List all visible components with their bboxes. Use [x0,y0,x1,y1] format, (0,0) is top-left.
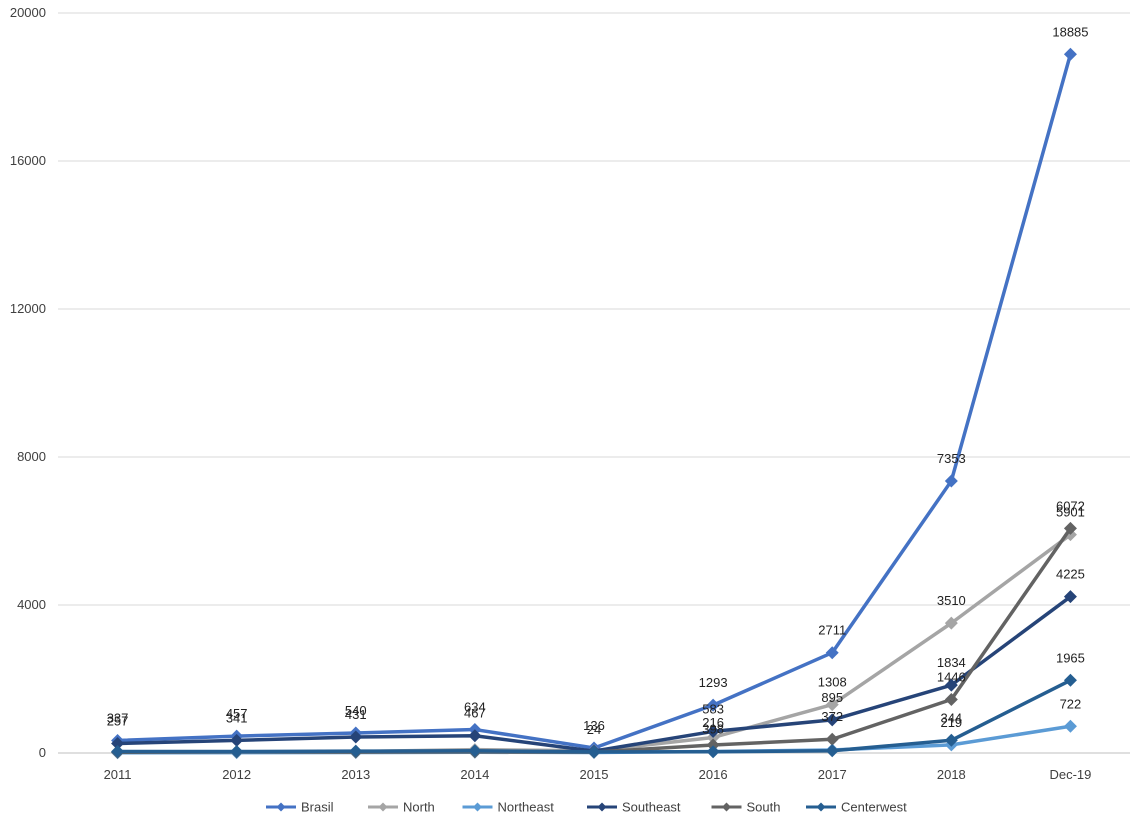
y-tick-label: 20000 [10,5,46,20]
data-label: 7353 [937,451,966,466]
y-tick-label: 12000 [10,301,46,316]
x-tick-label: 2015 [580,767,609,782]
data-label: 467 [464,706,486,721]
data-point-marker [706,745,720,759]
series-line-brasil [117,53,1073,750]
data-label: 634 [464,700,486,715]
y-tick-label: 4000 [17,597,46,612]
data-point-marker [1063,590,1077,604]
data-label: 540 [345,703,367,718]
data-point-marker [1063,673,1077,687]
data-point-marker [944,733,958,747]
data-point-marker [1063,521,1077,535]
data-point-marker [706,698,720,712]
data-label: 136 [583,718,605,733]
data-point-marker [349,730,363,744]
x-axis: 2011 2012 2013 2014 2015 2016 2017 2018 Dec-19 [104,767,1092,782]
data-point-marker [111,745,125,759]
data-label: 1834 [937,655,966,670]
data-point-marker [587,745,601,759]
data-point-marker [825,713,839,727]
x-tick-label: 2016 [699,767,728,782]
data-point-marker [706,738,720,752]
y-tick-label: 0 [39,745,46,760]
legend-label: Brasil [301,800,334,815]
data-label: 24 [587,722,601,737]
x-tick-label: 2017 [818,767,847,782]
legend-marker [597,802,607,812]
data-label: 431 [345,707,367,722]
data-label: 337 [107,711,129,726]
data-point-marker [468,729,482,743]
legend-marker [816,802,826,812]
x-tick-label: 2011 [104,767,132,782]
legend-label: Centerwest [841,800,907,815]
legend-marker [378,802,388,812]
x-tick-label: Dec-19 [1049,767,1091,782]
gridlines [58,12,1130,754]
data-label: 219 [940,715,962,730]
x-tick-label: 2014 [460,767,489,782]
data-point-marker [1063,47,1077,61]
y-tick-label: 16000 [10,153,46,168]
data-labels: 337 457 540 634 136 1293 2711 7353 18885 1308 3510… [107,24,1089,737]
x-tick-label: 2018 [937,767,966,782]
legend-marker [276,802,286,812]
data-label: 5901 [1056,505,1085,520]
legend-marker [473,802,482,812]
series-lines [111,47,1077,760]
data-label: 457 [226,706,248,721]
data-point-marker [230,745,244,759]
data-point-marker [825,744,839,758]
data-label: 372 [821,709,843,724]
x-tick-label: 2012 [222,767,251,782]
data-point-marker [825,732,839,746]
data-label: 344 [940,710,962,725]
data-label: 6072 [1056,498,1085,513]
legend: Brasil North Northeast Southeast South Center… [266,800,907,815]
y-tick-label: 8000 [17,449,46,464]
data-point-marker [1063,719,1077,733]
data-label: 257 [107,713,129,728]
data-point-marker [944,474,958,488]
data-point-marker [825,646,839,660]
data-point-marker [706,724,720,738]
x-tick-label: 2013 [341,767,370,782]
data-label: 583 [702,701,724,716]
data-label: 1308 [818,675,847,690]
data-label: 1965 [1056,650,1085,665]
legend-label: South [747,800,781,815]
data-label: 398 [702,722,724,737]
data-point-marker [111,736,125,750]
data-label: 341 [226,710,248,725]
legend-label: North [403,800,435,815]
legend-label: Northeast [498,800,555,815]
data-label: 1293 [699,675,728,690]
data-point-marker [944,692,958,706]
data-label: 4225 [1056,567,1085,582]
data-point-marker [468,744,482,758]
data-point-marker [944,616,958,630]
data-label: 18885 [1052,24,1088,39]
data-label: 1446 [937,669,966,684]
data-label: 2711 [818,623,846,638]
data-point-marker [825,698,839,712]
data-label: 3510 [937,593,966,608]
legend-marker [722,802,731,812]
data-label: 895 [821,690,843,705]
data-point-marker [944,678,958,692]
data-point-marker [349,744,363,758]
y-axis: 0 4000 8000 12000 16000 20000 [10,5,46,760]
data-label: 216 [702,715,724,730]
data-point-marker [230,733,244,747]
data-label: 722 [1060,696,1082,711]
legend-label: Southeast [622,800,681,815]
